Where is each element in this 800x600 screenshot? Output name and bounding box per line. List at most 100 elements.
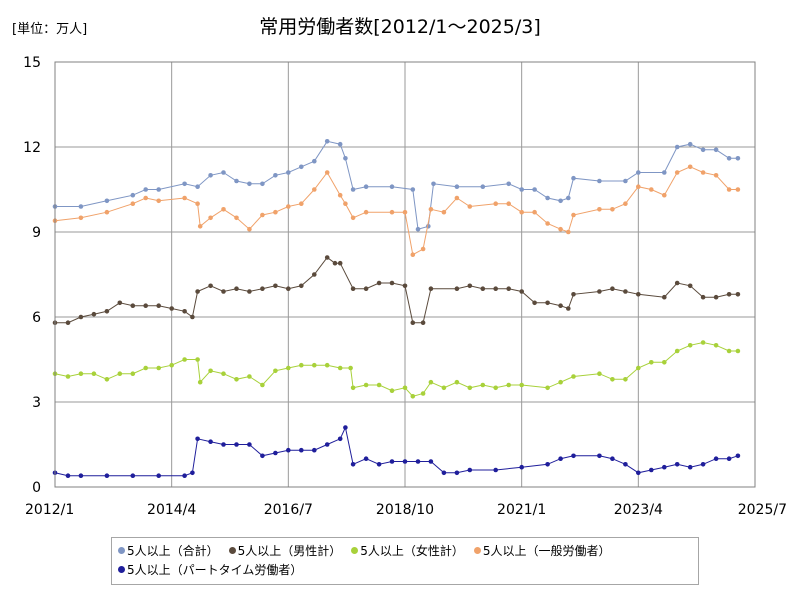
data-point	[78, 314, 84, 320]
data-point	[441, 470, 447, 476]
data-point	[493, 467, 499, 473]
data-point	[610, 207, 615, 212]
data-point	[312, 362, 317, 368]
data-point	[143, 303, 148, 309]
data-point	[519, 289, 524, 294]
data-point	[195, 357, 200, 362]
data-point	[156, 187, 161, 192]
data-point	[208, 283, 213, 289]
data-point	[190, 470, 195, 476]
data-point	[467, 204, 473, 209]
data-point	[571, 374, 576, 379]
data-point	[726, 348, 732, 354]
y-tick-label: 0	[32, 480, 41, 496]
data-point	[156, 303, 161, 309]
data-point	[420, 246, 426, 252]
data-point	[532, 209, 537, 215]
y-tick-label: 15	[23, 55, 41, 71]
data-point	[545, 385, 550, 391]
data-point	[687, 164, 693, 170]
data-point	[104, 209, 110, 215]
data-point	[726, 292, 732, 297]
legend-label: 5人以上（パートタイム労働者）	[127, 563, 303, 577]
data-point	[662, 170, 667, 175]
data-point	[519, 209, 524, 215]
data-point	[597, 178, 602, 184]
legend: 5人以上（合計） 5人以上（男性計） 5人以上（女性計） 5人以上（一般労働者） 5人以…	[111, 537, 699, 585]
data-point	[623, 201, 628, 206]
data-point	[337, 192, 343, 198]
data-point	[519, 187, 524, 192]
data-point	[195, 436, 200, 442]
data-point	[117, 300, 123, 306]
data-point	[247, 226, 252, 232]
data-point	[197, 224, 203, 229]
data-point	[182, 309, 187, 314]
data-point	[208, 215, 213, 221]
data-point	[467, 283, 473, 289]
series-4	[52, 425, 741, 479]
data-point	[454, 184, 460, 189]
data-point	[376, 280, 382, 286]
data-point	[410, 320, 416, 326]
data-point	[208, 173, 213, 178]
data-point	[312, 447, 317, 453]
data-point	[234, 286, 239, 292]
data-point	[402, 209, 408, 215]
data-point	[428, 207, 434, 212]
data-point	[726, 187, 732, 192]
data-point	[65, 473, 71, 479]
data-point	[519, 464, 524, 470]
data-point	[91, 311, 97, 317]
data-point	[337, 365, 343, 371]
data-point	[687, 343, 693, 348]
data-point	[260, 286, 265, 292]
data-point	[532, 187, 537, 192]
data-point	[649, 360, 654, 365]
data-point	[286, 365, 291, 371]
data-point	[545, 462, 550, 467]
data-point	[182, 181, 187, 187]
data-point	[247, 442, 252, 447]
data-point	[674, 462, 680, 467]
series-line	[54, 425, 739, 477]
data-point	[350, 462, 356, 467]
data-point	[337, 260, 343, 266]
data-point	[506, 382, 512, 388]
data-point	[700, 170, 706, 175]
data-point	[636, 470, 641, 476]
data-point	[197, 379, 203, 385]
data-point	[91, 371, 97, 377]
y-tick-label: 6	[32, 310, 41, 326]
data-point	[610, 377, 615, 382]
chart-title: 常用労働者数[2012/1～2025/3]	[259, 16, 541, 38]
data-point	[636, 170, 641, 175]
data-point	[299, 447, 304, 453]
legend-item: 5人以上（パートタイム労働者）	[118, 560, 302, 579]
legend-marker-icon	[228, 547, 236, 554]
data-point	[350, 215, 356, 221]
data-point	[195, 184, 200, 189]
data-point	[195, 289, 200, 294]
plot-area	[54, 61, 756, 488]
data-point	[506, 201, 512, 206]
data-point	[636, 292, 641, 297]
series-line	[55, 256, 738, 324]
data-point	[324, 170, 330, 175]
data-point	[571, 292, 576, 297]
data-point	[208, 368, 213, 374]
data-point	[454, 379, 460, 385]
series-2	[52, 340, 741, 399]
data-point	[597, 207, 602, 212]
data-point	[273, 450, 278, 456]
data-point	[700, 147, 706, 153]
data-point	[324, 139, 330, 144]
data-point	[234, 178, 239, 184]
data-point	[410, 187, 416, 192]
data-point	[713, 456, 719, 462]
data-point	[363, 184, 369, 189]
data-point	[130, 473, 136, 479]
legend-marker-icon	[118, 566, 125, 573]
data-point	[662, 294, 667, 300]
data-point	[312, 187, 317, 192]
